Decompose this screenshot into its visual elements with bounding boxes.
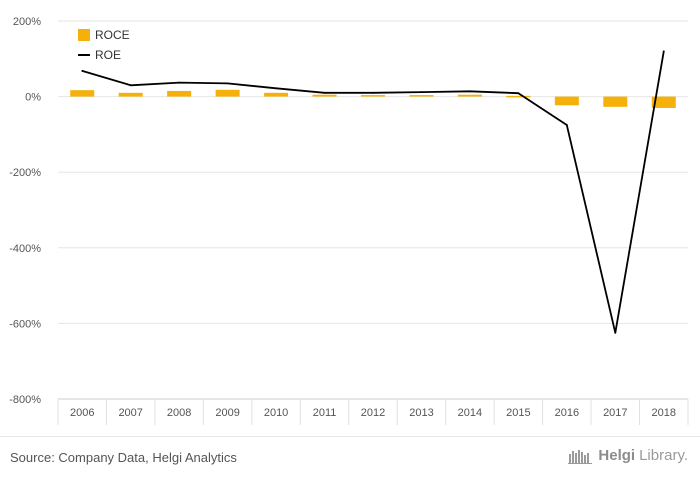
roe-line-group (81, 50, 665, 334)
y-tick-label: -200% (9, 167, 41, 179)
x-tick-label: 2010 (264, 407, 288, 419)
roce-bar (603, 96, 628, 107)
roe-point (517, 92, 520, 95)
brand-prefix: Helgi (598, 447, 636, 464)
roe-point (662, 50, 665, 53)
roce-bar (554, 96, 579, 106)
x-axis: 2006 2007 2008 2009 2010 2011 2012 2013 2014 2015… (57, 398, 689, 425)
x-tick-label: 2013 (409, 407, 433, 419)
legend-label-roce: ROCE (95, 28, 130, 42)
roce-bar (312, 94, 337, 97)
y-tick-label: 200% (13, 16, 41, 28)
roce-bar (215, 89, 240, 97)
y-tick-label: 0% (25, 92, 41, 104)
x-tick-label: 2015 (506, 407, 530, 419)
footer-divider (0, 436, 700, 437)
roe-point (226, 82, 229, 85)
roe-point (614, 331, 617, 334)
roe-point (129, 84, 132, 87)
x-tick-label: 2009 (215, 407, 239, 419)
roce-bar (457, 94, 482, 97)
roce-bar (651, 96, 676, 108)
source-text: Source: Company Data, Helgi Analytics (10, 450, 237, 465)
roe-point (565, 124, 568, 126)
legend-swatch-roce (78, 29, 90, 41)
chart: 200%0%-200%-400%-600%-800% 2006 2007 2008 2… (9, 16, 689, 425)
roce-bar (118, 92, 143, 97)
x-tick-label: 2014 (458, 407, 482, 419)
roce-bar (167, 90, 192, 97)
roe-point (81, 69, 84, 72)
roe-point (372, 91, 374, 94)
roce-bar (506, 95, 531, 98)
x-tick-label: 2018 (652, 407, 676, 419)
roce-bar (70, 90, 95, 97)
legend: ROCE ROE (78, 28, 130, 62)
roe-point (323, 91, 326, 94)
roe-point (275, 87, 277, 90)
roce-bars (70, 89, 676, 108)
x-tick-label: 2007 (118, 407, 142, 419)
roce-bar (409, 95, 434, 97)
roe-point (420, 91, 423, 93)
roce-bar (361, 95, 385, 97)
roce-bar (264, 92, 289, 97)
x-tick-label: 2016 (555, 407, 579, 419)
library-icon (568, 449, 593, 464)
legend-label-roe: ROE (95, 48, 121, 62)
x-tick-label: 2012 (361, 407, 385, 419)
y-tick-label: -400% (9, 243, 41, 255)
x-tick-label: 2011 (313, 407, 337, 419)
brand-logo: Helgi Library. (568, 447, 688, 464)
x-tick-label: 2008 (167, 407, 191, 419)
roe-point (469, 90, 471, 93)
roe-point (178, 81, 181, 84)
brand-suffix: Library. (639, 447, 688, 464)
x-tick-label: 2017 (603, 407, 627, 419)
x-tick-label: 2006 (70, 407, 94, 419)
y-tick-label: -600% (9, 318, 41, 330)
y-tick-label: -800% (9, 394, 41, 406)
